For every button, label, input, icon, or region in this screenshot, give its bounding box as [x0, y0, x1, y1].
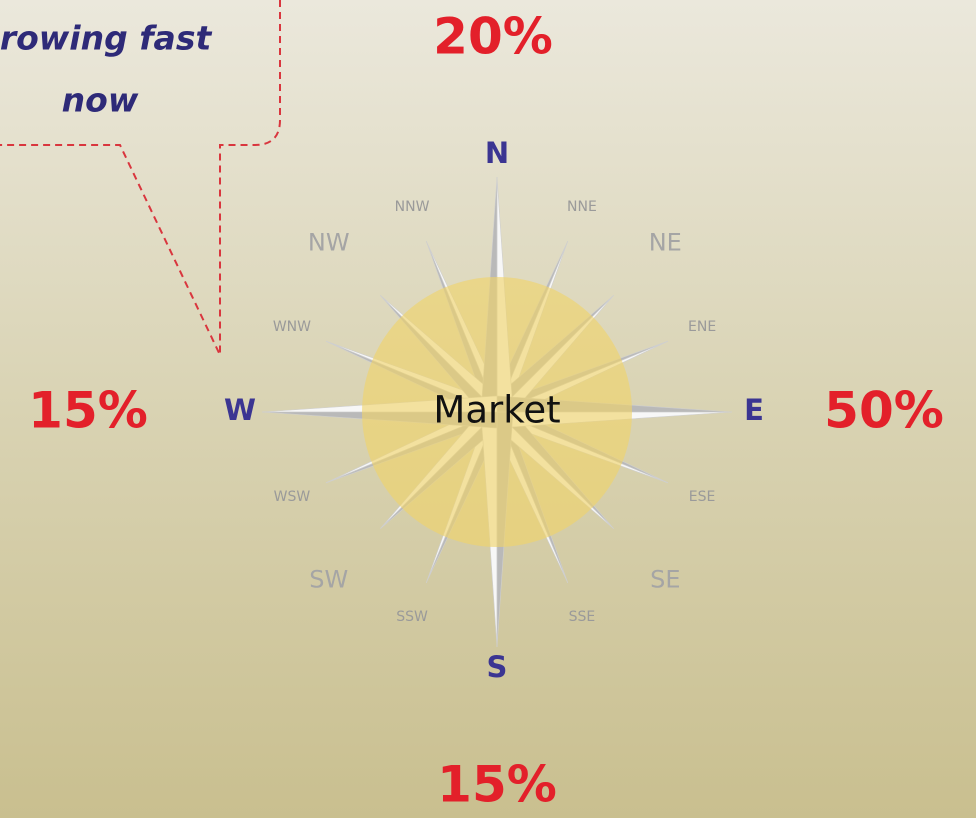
center-label: Market [433, 389, 560, 432]
callout-line: now [62, 81, 139, 120]
page: {"callout": {"lines": ["Growing fast", "… [0, 0, 976, 818]
direction-label: S [487, 650, 508, 684]
share-west: 15% [28, 382, 148, 440]
direction-label: NE [649, 229, 682, 257]
direction-label: NNW [395, 199, 430, 215]
direction-label: ESE [689, 489, 716, 505]
direction-label: SW [309, 565, 348, 593]
direction-label: N [485, 136, 509, 170]
direction-label: W [224, 393, 256, 427]
direction-label: SE [650, 565, 680, 593]
callout-line: Growing fast [0, 19, 212, 58]
direction-label: ENE [688, 319, 716, 335]
share-north: 20% [433, 8, 553, 66]
direction-label: NNE [567, 199, 597, 215]
share-south: 15% [437, 756, 557, 814]
direction-label: WSW [274, 489, 311, 505]
direction-label: SSE [569, 609, 596, 625]
direction-label: E [744, 393, 764, 427]
share-east: 50% [824, 382, 944, 440]
direction-label: SSW [396, 609, 428, 625]
slide: Market N NNE NE ENE E ESE SE SSE S SSW SW WSW W WNW NW… [0, 0, 976, 818]
direction-label: WNW [273, 319, 311, 335]
direction-label: NW [308, 229, 350, 257]
